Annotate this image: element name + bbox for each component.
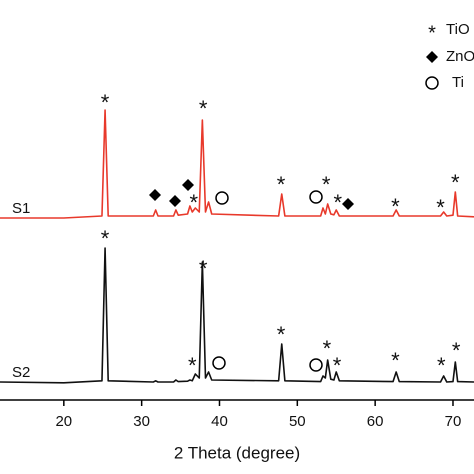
peak-annotation: * bbox=[322, 172, 331, 197]
circle-marker bbox=[212, 356, 226, 370]
peak-annotation: * bbox=[199, 96, 208, 121]
peak-annotation: * bbox=[451, 170, 460, 195]
peak-annotation: * bbox=[323, 336, 332, 361]
peak-annotation: * bbox=[190, 190, 199, 215]
peak-annotation: * bbox=[101, 226, 110, 251]
circle-marker bbox=[215, 191, 229, 205]
diamond-marker bbox=[149, 189, 161, 201]
diamond-marker bbox=[182, 179, 194, 191]
legend-label: Ti bbox=[452, 74, 464, 91]
legend-label: TiO bbox=[446, 21, 470, 38]
peak-annotation: * bbox=[437, 353, 446, 378]
circle-marker bbox=[309, 358, 323, 372]
peak-annotation: * bbox=[452, 338, 461, 363]
peak-annotation: * bbox=[277, 322, 286, 347]
x-tick-label: 50 bbox=[289, 413, 306, 430]
peak-annotation: * bbox=[334, 190, 343, 215]
peak-annotation: * bbox=[199, 256, 208, 281]
legend-label: ZnO bbox=[446, 48, 474, 65]
x-tick-label: 40 bbox=[211, 413, 228, 430]
peak-annotation: * bbox=[101, 90, 110, 115]
x-tick-label: 70 bbox=[445, 413, 462, 430]
peak-annotation: * bbox=[188, 353, 197, 378]
peak-annotation: * bbox=[436, 195, 445, 220]
series-label: S2 bbox=[12, 364, 30, 381]
peak-annotation: * bbox=[391, 194, 400, 219]
series-line bbox=[0, 109, 474, 219]
x-tick-label: 20 bbox=[55, 413, 72, 430]
diamond-marker bbox=[342, 198, 354, 210]
x-axis-label: 2 Theta (degree) bbox=[174, 443, 300, 462]
circle-symbols bbox=[212, 76, 439, 372]
peak-annotation: * bbox=[333, 353, 342, 378]
phase-symbols bbox=[149, 51, 438, 210]
diamond-marker bbox=[169, 195, 181, 207]
x-tick-label: 60 bbox=[367, 413, 384, 430]
legend-asterisk: * bbox=[428, 22, 436, 44]
series-label: S1 bbox=[12, 200, 30, 217]
circle-marker bbox=[309, 190, 323, 204]
peak-annotation: * bbox=[391, 348, 400, 373]
peak-annotation: * bbox=[277, 172, 286, 197]
legend-circle bbox=[425, 76, 439, 90]
x-tick-label: 30 bbox=[133, 413, 150, 430]
legend-diamond bbox=[426, 51, 438, 63]
series-line bbox=[0, 247, 474, 384]
